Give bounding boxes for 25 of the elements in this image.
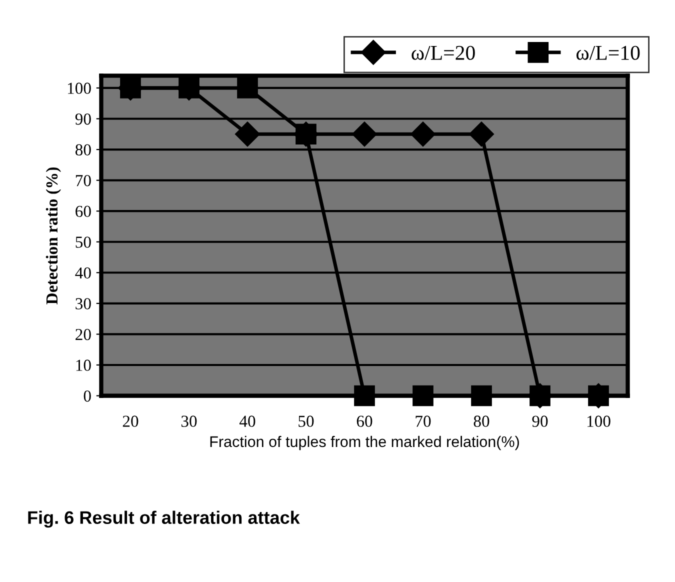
caption: Fig. 6 Result of alteration attack bbox=[28, 510, 300, 528]
y-tick-label: 20 bbox=[76, 328, 91, 340]
y-tick-label: 90 bbox=[75, 113, 91, 125]
x-axis-title: Fraction of tuples from the marked relation(%) bbox=[210, 436, 519, 450]
y-tick-label: 60 bbox=[76, 206, 91, 218]
y-tick-label: 10 bbox=[76, 360, 91, 371]
x-tick-label: 70 bbox=[416, 416, 431, 427]
x-tick-label: 60 bbox=[356, 416, 372, 427]
x-tick-label: 20 bbox=[122, 416, 138, 427]
x-tick-label: 30 bbox=[181, 416, 197, 427]
y-tick-label: 40 bbox=[75, 267, 91, 279]
legend-label: ω/L=10 bbox=[576, 46, 640, 60]
x-tick-label: 100 bbox=[587, 416, 610, 427]
y-tick-label: 70 bbox=[76, 175, 91, 186]
y-tick-label: 100 bbox=[68, 82, 91, 94]
y-axis-title: Detection ratio (%) bbox=[46, 167, 61, 304]
x-tick-label: 80 bbox=[474, 416, 490, 427]
y-tick-label: 30 bbox=[76, 298, 91, 310]
legend-label: ω/L=20 bbox=[412, 46, 475, 60]
x-tick-label: 90 bbox=[532, 416, 548, 427]
y-tick-label: 0 bbox=[84, 390, 91, 402]
y-tick-label: 50 bbox=[76, 236, 91, 248]
x-tick-label: 50 bbox=[298, 416, 314, 427]
x-tick-label: 40 bbox=[239, 416, 256, 427]
y-tick-label: 80 bbox=[75, 144, 91, 156]
